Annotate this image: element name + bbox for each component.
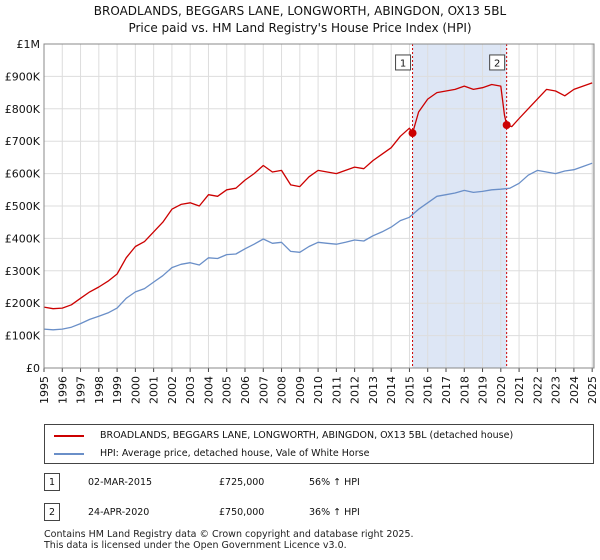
chart-subtitle: Price paid vs. HM Land Registry's House …: [128, 21, 472, 35]
y-tick-label: £500K: [5, 200, 41, 213]
legend-label-property: BROADLANDS, BEGGARS LANE, LONGWORTH, ABI…: [100, 430, 514, 441]
sale-price: £725,000: [219, 477, 265, 488]
y-tick-label: £700K: [5, 135, 41, 148]
sale-label-box: [489, 54, 506, 71]
sale-hpi-change: 56% ↑ HPI: [309, 477, 360, 488]
x-tick-label: 1996: [56, 376, 69, 404]
sale-label: 2: [494, 58, 500, 69]
y-tick-label: £200K: [5, 297, 41, 310]
series-line-property: [43, 82, 593, 310]
x-tick-label: 2014: [385, 376, 398, 404]
x-tick-label: 1998: [93, 376, 106, 404]
legend-label-hpi: HPI: Average price, detached house, Vale…: [100, 448, 370, 459]
sale-label-box: [395, 54, 412, 71]
chart-title-block: BROADLANDS, BEGGARS LANE, LONGWORTH, ABI…: [0, 3, 600, 37]
footer-copyright: Contains HM Land Registry data © Crown c…: [44, 529, 414, 540]
x-tick-label: 2005: [221, 376, 234, 404]
y-tick-label: £600K: [5, 168, 41, 181]
x-tick-label: 2021: [513, 376, 526, 404]
y-tick-label: £0: [26, 362, 40, 375]
legend-swatch-property: [54, 435, 84, 437]
x-tick-label: 2016: [422, 376, 435, 404]
x-tick-label: 2012: [349, 376, 362, 404]
sale-number-badge: 2: [44, 503, 60, 521]
legend: BROADLANDS, BEGGARS LANE, LONGWORTH, ABI…: [44, 424, 594, 464]
sale-price: £750,000: [219, 507, 265, 518]
x-tick-label: 2007: [257, 376, 270, 404]
x-tick-label: 2009: [294, 376, 307, 404]
y-tick-label: £800K: [5, 103, 41, 116]
y-tick-label: £400K: [5, 232, 41, 245]
x-tick-label: 1999: [111, 376, 124, 404]
x-tick-label: 2020: [495, 376, 508, 404]
sale-date: 24-APR-2020: [88, 507, 150, 518]
footer-licence: This data is licensed under the Open Gov…: [44, 540, 347, 551]
x-tick-label: 2006: [239, 376, 252, 404]
x-tick-label: 2001: [148, 376, 161, 404]
x-tick-label: 2025: [586, 376, 599, 404]
x-tick-label: 2017: [440, 376, 453, 404]
x-tick-label: 2003: [184, 376, 197, 404]
x-tick-label: 2010: [312, 376, 325, 404]
x-tick-label: 2015: [403, 376, 416, 404]
x-tick-label: 1995: [38, 376, 51, 404]
x-tick-label: 2018: [458, 376, 471, 404]
series-line-hpi: [43, 162, 593, 331]
x-tick-label: 1997: [75, 376, 88, 404]
x-tick-label: 2008: [276, 376, 289, 404]
sale-label: 1: [400, 58, 406, 69]
chart-title: BROADLANDS, BEGGARS LANE, LONGWORTH, ABI…: [93, 4, 507, 18]
sale-number-badge: 1: [44, 473, 60, 491]
y-tick-label: £100K: [5, 330, 41, 343]
x-tick-label: 2011: [330, 376, 343, 404]
y-tick-label: £1M: [17, 38, 41, 51]
y-tick-label: £900K: [5, 70, 41, 83]
sale-point: [502, 121, 511, 129]
x-tick-label: 2013: [367, 376, 380, 404]
x-tick-label: 2023: [550, 376, 563, 404]
sale-hpi-change: 36% ↑ HPI: [309, 507, 360, 518]
sale-date: 02-MAR-2015: [88, 477, 153, 488]
price-chart: 1 2 £0 £100K £200K £300K £400K £500K £600K £700K…: [5, 38, 599, 404]
x-tick-label: 2019: [477, 376, 490, 404]
sale-point: [408, 129, 417, 138]
x-tick-label: 2000: [129, 376, 142, 404]
x-tick-label: 2002: [166, 376, 179, 404]
x-tick-label: 2024: [568, 376, 581, 404]
x-tick-label: 2022: [531, 376, 544, 404]
y-tick-label: £300K: [5, 265, 41, 278]
x-tick-label: 2004: [202, 376, 215, 404]
footer: Contains HM Land Registry data © Crown c…: [44, 529, 414, 551]
legend-swatch-hpi: [54, 453, 84, 455]
plot-border: [43, 43, 595, 369]
